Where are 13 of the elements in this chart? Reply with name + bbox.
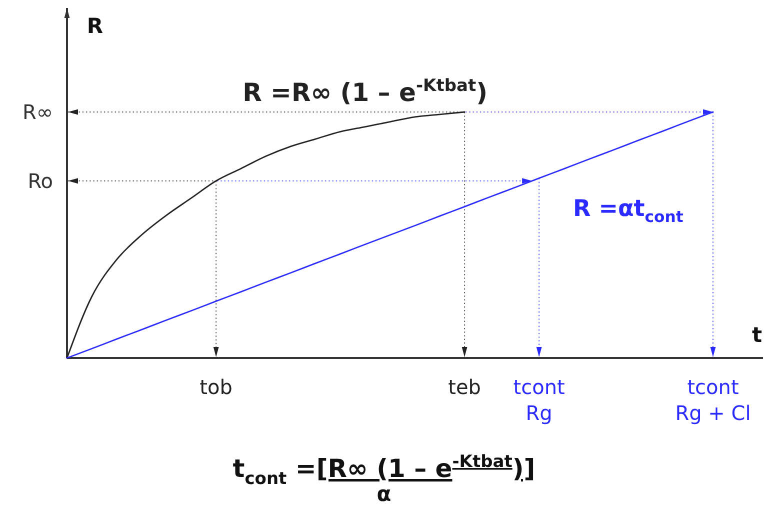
x-tick-label: tob — [200, 375, 232, 399]
x-tick-label: teb — [448, 375, 481, 399]
ref-line-label: R∞ — [22, 100, 53, 124]
series-label: R =αt$_{cont}$ — [573, 196, 684, 226]
text: t$_{cont}$ = — [232, 454, 316, 489]
x-tick-label: tcont Rg — [513, 375, 566, 425]
x-tick-label: tcont Rg + Cl — [675, 375, 751, 425]
text: α — [376, 482, 392, 506]
text: [R∞ (1 – e$^{-Ktbat}$)] — [316, 452, 536, 483]
y-axis-title: R — [86, 14, 104, 38]
series-label: R =R∞ (1 – e$^{-Ktbat}$) — [242, 76, 488, 107]
ref-line-label: Ro — [28, 168, 53, 193]
x-axis-title: t — [752, 323, 762, 347]
